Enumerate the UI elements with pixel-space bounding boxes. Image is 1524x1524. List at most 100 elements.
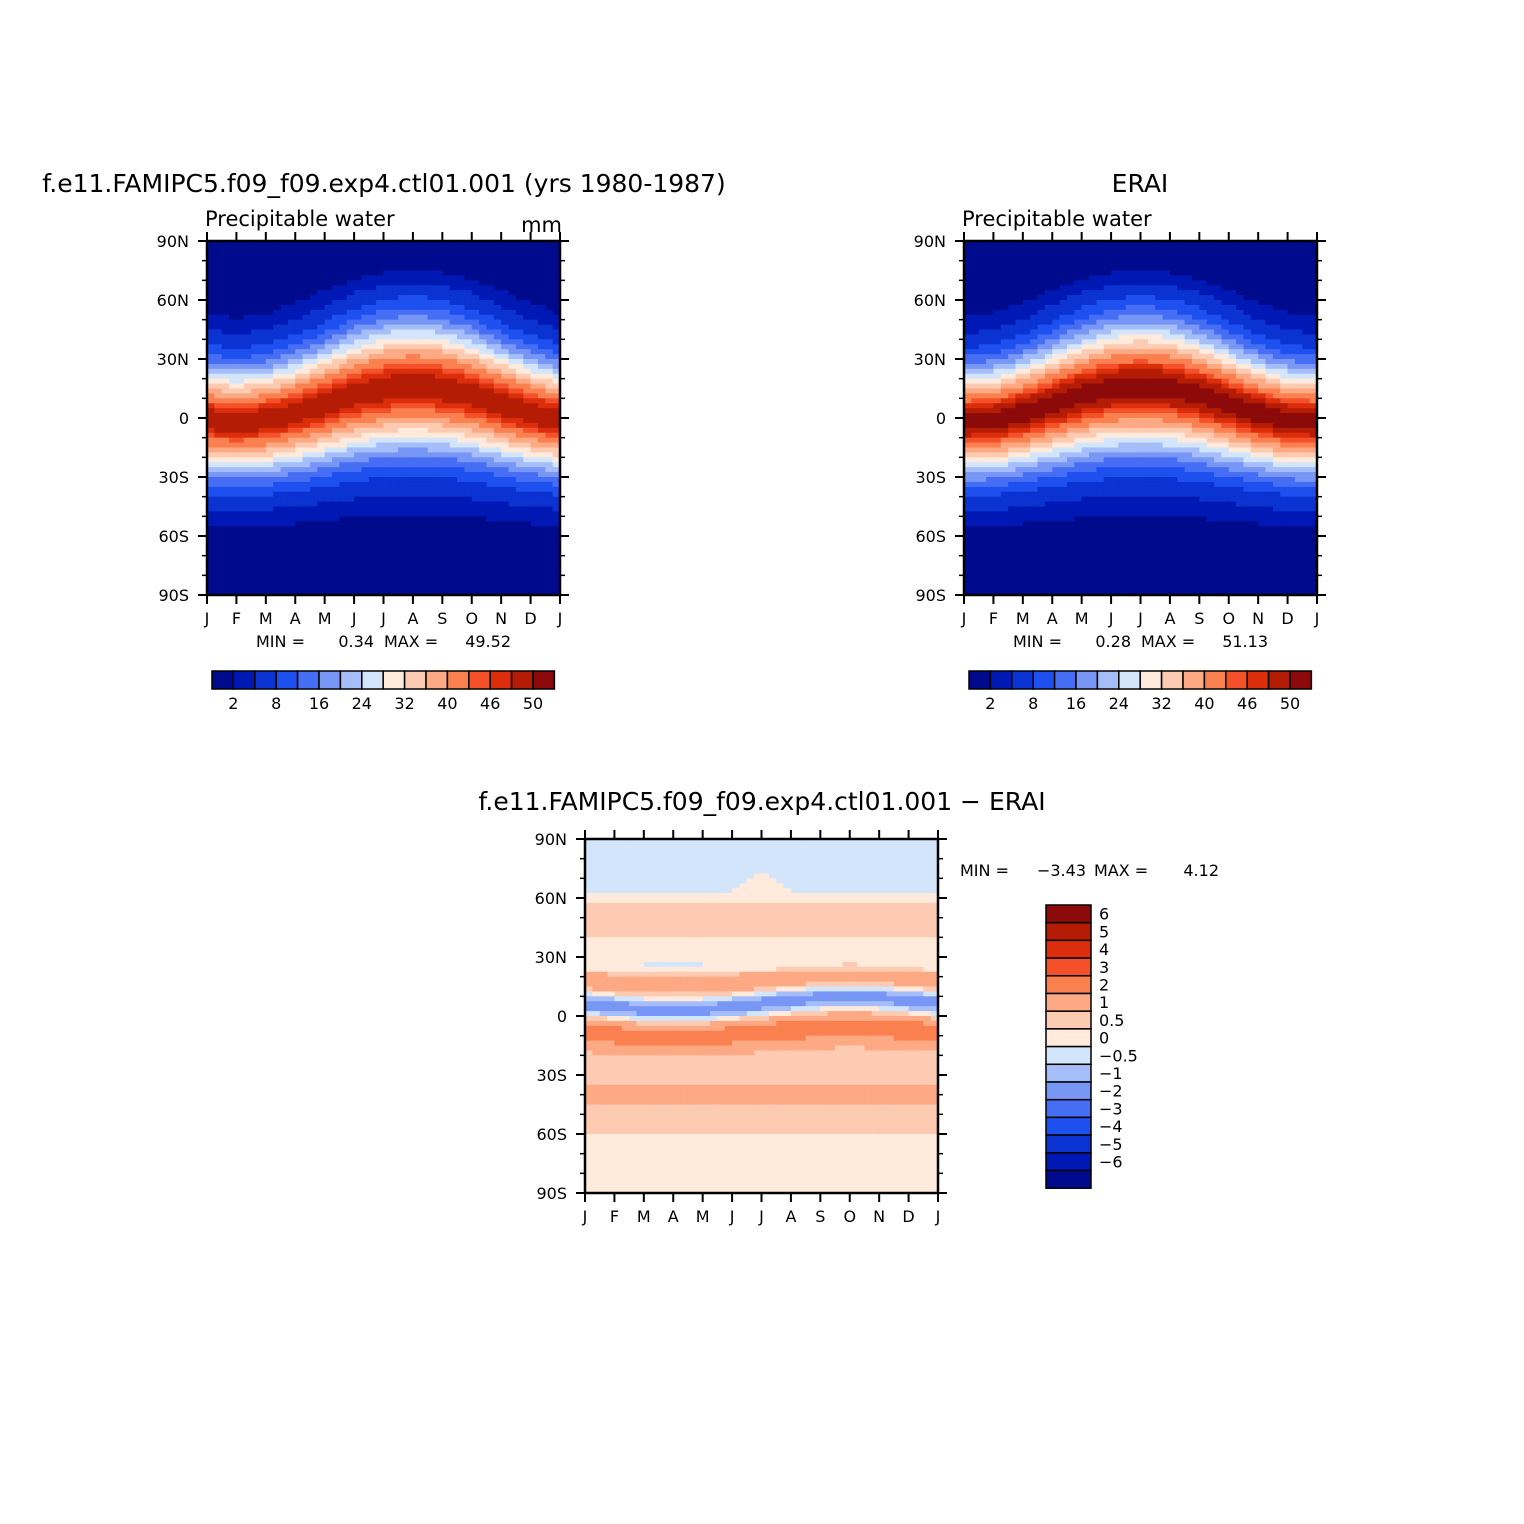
panel1-cell [493, 290, 502, 296]
panel1-cell [317, 521, 326, 527]
panel1-cell [530, 447, 539, 454]
panel1-cell [332, 241, 340, 247]
panel1-cell [295, 570, 304, 576]
panel1-cell [545, 467, 554, 473]
panel1-cell [508, 531, 517, 537]
panel1-cell [376, 427, 385, 434]
panel2-cell [1309, 319, 1317, 326]
panel1-cell [273, 295, 282, 301]
panel1-cell [361, 491, 370, 498]
panel2-cell [1081, 304, 1090, 311]
panel1-cell [405, 280, 414, 286]
panel1-cell [486, 295, 495, 301]
panel2-cell [1228, 309, 1237, 316]
panel1-cell [383, 378, 392, 385]
panel1-cell [243, 368, 252, 375]
panel1-cell [376, 398, 385, 404]
panel1-cell [280, 462, 289, 468]
panel1-cell [354, 457, 363, 463]
panel1-cell [464, 250, 473, 257]
panel1-cell [523, 481, 532, 488]
panel2-cell [1059, 324, 1068, 331]
panel2-cell [1140, 280, 1149, 286]
panel1-cell [280, 457, 289, 463]
panel2-cell [1089, 354, 1097, 360]
panel1-cell [442, 319, 451, 326]
panel1-cell [479, 452, 488, 458]
panel1-cell [229, 501, 238, 508]
panel1-cell [390, 575, 399, 581]
panel1-cell [486, 354, 495, 360]
panel1-cell [552, 241, 560, 247]
panel2-cell [1125, 280, 1134, 286]
panel1-cell [354, 462, 363, 468]
panel1-cell [493, 486, 502, 493]
panel1-cell [236, 388, 245, 395]
panel1-cell [317, 570, 326, 576]
panel1-cell [449, 540, 458, 547]
panel1-cell [493, 516, 502, 522]
panel1-cell [302, 383, 311, 390]
panel1-cell [420, 393, 429, 399]
panel2-cell [1309, 334, 1317, 340]
panel1-cell [383, 344, 392, 350]
panel1-cell [464, 260, 473, 267]
panel2-cell [964, 339, 972, 345]
panel1-cell [339, 516, 348, 522]
panel1-cell [229, 378, 238, 385]
panel2-cell [978, 260, 987, 267]
panel2-cell [1030, 241, 1039, 247]
panel2-cell [1147, 373, 1156, 380]
panel1-cell [552, 398, 560, 404]
panel1-cell [515, 290, 524, 296]
panel2-cell [1015, 309, 1024, 316]
panel1-cell [390, 304, 399, 311]
panel2-cell [1302, 354, 1311, 360]
panel1-cell [449, 354, 458, 360]
panel1-cell [265, 516, 274, 522]
panel1-cell [464, 550, 473, 557]
panel1-cell [280, 481, 289, 488]
panel1-cell [229, 290, 238, 296]
panel1-cell [361, 501, 370, 508]
panel2-cell [993, 334, 1002, 340]
panel2-cell [1059, 290, 1068, 296]
panel1-cell [332, 393, 340, 399]
panel2-cell [1243, 373, 1252, 380]
panel1-cell [537, 359, 546, 365]
panel2-cell [1162, 324, 1171, 331]
panel1-cell [405, 300, 414, 306]
panel2-cell [1265, 260, 1274, 267]
panel1-cell [508, 354, 517, 360]
panel1-cell [243, 418, 252, 424]
panel1-cell [214, 319, 223, 326]
panel2-cell [1258, 334, 1267, 340]
panel1-cell [287, 526, 296, 532]
panel1-cell [530, 506, 539, 513]
panel1-cell [493, 354, 502, 360]
panel2-cell [1250, 334, 1259, 340]
panel1-cell [545, 486, 554, 493]
panel2-cell [1199, 309, 1208, 316]
panel2-cell [1309, 290, 1317, 296]
panel1-cell [214, 309, 223, 316]
panel1-cell [280, 531, 289, 537]
panel1-cell [420, 359, 429, 365]
panel1-cell [508, 334, 517, 340]
panel1-cell [273, 349, 282, 355]
panel1-cell [332, 452, 340, 458]
panel1-cell [442, 447, 451, 454]
panel1-cell [258, 344, 267, 350]
panel1-cell [309, 422, 318, 429]
panel1-cell [457, 324, 465, 331]
panel1-cell [442, 467, 451, 473]
panel1-cell [434, 472, 443, 478]
panel1-cell [457, 398, 465, 404]
panel1-cell [258, 324, 267, 331]
panel1-cell [295, 506, 304, 513]
panel1-cell [398, 457, 407, 463]
panel2-cell [1272, 300, 1281, 306]
panel1-cell [229, 339, 238, 345]
panel2-cell [1140, 349, 1149, 355]
panel2-cell [986, 265, 995, 272]
